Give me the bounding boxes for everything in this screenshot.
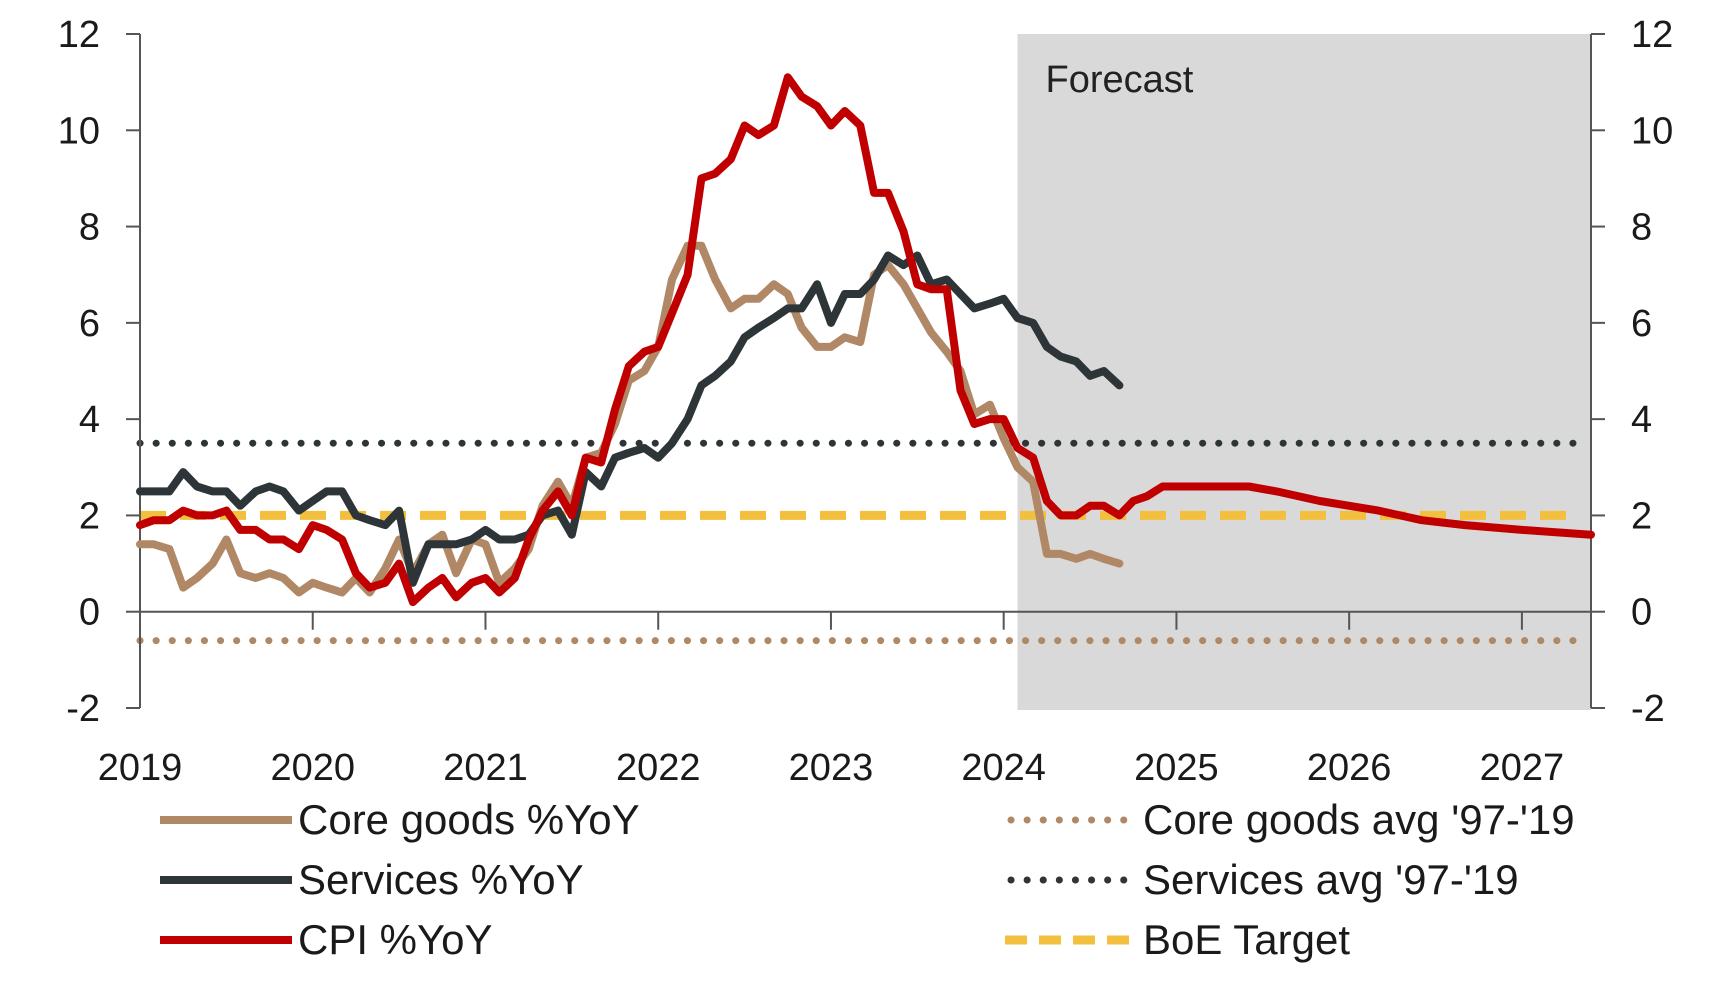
x-tick-label: 2025 <box>1134 747 1219 789</box>
y-tick-label-left: 0 <box>79 592 100 634</box>
forecast-annotation: Forecast <box>1046 59 1194 101</box>
x-tick-label: 2027 <box>1480 747 1565 789</box>
series-layer <box>136 73 1595 607</box>
y-tick-label-right: 4 <box>1631 399 1652 441</box>
y-tick-label-left: -2 <box>66 688 100 730</box>
axes-layer: -2 0 2 4 6 8 10 12 -2 0 2 4 6 8 10 12 2019 2020 2021 2022 20… <box>58 14 1674 789</box>
forecast-shade-layer <box>1017 34 1591 710</box>
x-tick-label: 2021 <box>443 747 528 789</box>
x-tick-label: 2019 <box>98 747 183 789</box>
y-tick-label-left: 10 <box>58 110 100 152</box>
x-tick-label: 2023 <box>789 747 874 789</box>
y-tick-label-right: 0 <box>1631 592 1652 634</box>
forecast-shade <box>1017 34 1591 710</box>
y-tick-label-right: 10 <box>1631 110 1673 152</box>
reference-lines-layer <box>136 439 1578 645</box>
y-tick-label-left: 12 <box>58 14 100 56</box>
y-tick-label-right: 12 <box>1631 14 1673 56</box>
y-tick-label-right: 6 <box>1631 303 1652 345</box>
series-line-services-yoy <box>136 251 1124 587</box>
x-tick-label: 2022 <box>616 747 701 789</box>
y-tick-label-right: -2 <box>1631 688 1665 730</box>
series-line-cpi-yoy <box>136 73 1595 607</box>
y-tick-label-left: 6 <box>79 303 100 345</box>
x-tick-label: 2024 <box>961 747 1046 789</box>
y-tick-label-left: 2 <box>79 495 100 537</box>
x-tick-label: 2026 <box>1307 747 1392 789</box>
y-tick-label-left: 8 <box>79 207 100 249</box>
x-tick-label: 2020 <box>270 747 355 789</box>
y-tick-label-right: 2 <box>1631 495 1652 537</box>
y-tick-label-right: 8 <box>1631 207 1652 249</box>
y-tick-label-left: 4 <box>79 399 100 441</box>
